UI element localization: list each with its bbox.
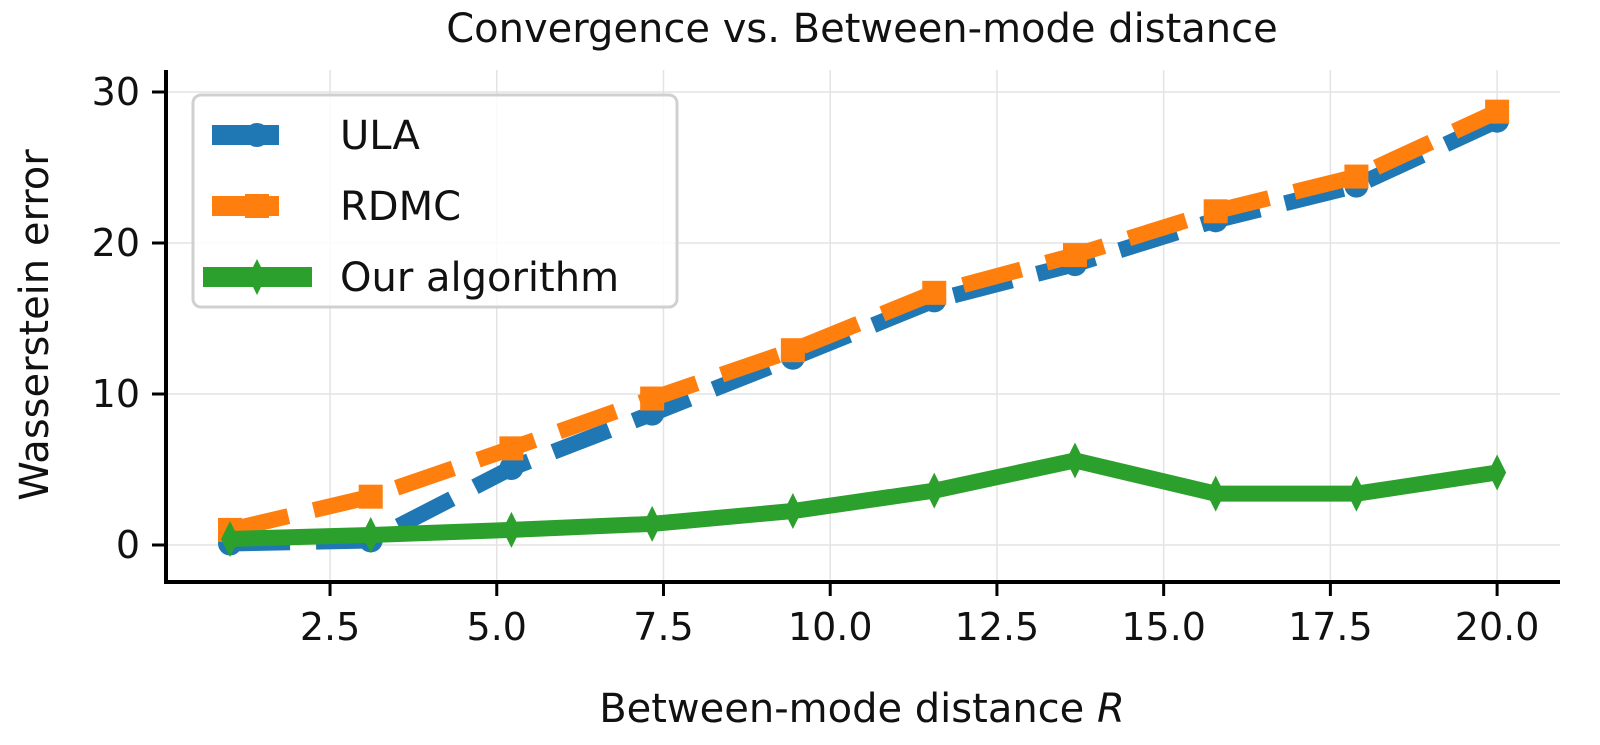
x-tick-label: 15.0 bbox=[1121, 605, 1206, 649]
our-algorithm-point bbox=[925, 472, 944, 509]
x-tick-label: 12.5 bbox=[955, 605, 1040, 649]
y-tick-label: 30 bbox=[92, 70, 140, 114]
our-algorithm-point bbox=[1065, 442, 1084, 479]
our-algorithm-point bbox=[643, 505, 662, 542]
rdmc-point bbox=[499, 436, 524, 461]
legend-label: ULA bbox=[340, 113, 420, 159]
legend-marker bbox=[245, 194, 269, 218]
ula-point bbox=[499, 455, 524, 480]
legend-item-ula: ULA bbox=[212, 113, 420, 159]
legend: ULA RDMC Our algorithm bbox=[191, 93, 679, 309]
x-tick-label: 17.5 bbox=[1288, 605, 1373, 649]
rdmc-point bbox=[640, 386, 665, 411]
legend-label: RDMC bbox=[340, 184, 461, 230]
legend-label: Our algorithm bbox=[340, 255, 619, 301]
rdmc-point bbox=[1062, 243, 1087, 268]
y-axis-label: Wasserstein error bbox=[12, 149, 58, 501]
our-algorithm-point bbox=[1488, 454, 1507, 491]
our-algorithm-point bbox=[1206, 475, 1225, 512]
x-tick-label: 10.0 bbox=[788, 605, 873, 649]
series-our-algorithm bbox=[221, 442, 1507, 557]
x-tick-label: 5.0 bbox=[467, 605, 527, 649]
our-algorithm-point bbox=[783, 493, 802, 530]
rdmc-point bbox=[1344, 164, 1369, 189]
rdmc-line bbox=[228, 104, 1501, 538]
rdmc-point bbox=[358, 484, 383, 509]
x-tick-label: 2.5 bbox=[300, 605, 360, 649]
our-algorithm-point bbox=[502, 511, 521, 548]
y-tick-label: 0 bbox=[116, 523, 140, 567]
legend-marker bbox=[248, 259, 266, 295]
our-algorithm-point bbox=[361, 517, 380, 554]
legend-item-rdmc: RDMC bbox=[212, 184, 461, 230]
rdmc-point bbox=[922, 280, 947, 305]
our-algorithm-point bbox=[1347, 475, 1366, 512]
series-layer bbox=[218, 99, 1510, 557]
x-tick-label: 7.5 bbox=[633, 605, 693, 649]
ticks: 2.5 5.0 7.5 10.0 12.5 15.0 17.5 20.0 0 10 20 30 bbox=[92, 70, 1540, 649]
x-tick-label: 20.0 bbox=[1455, 605, 1540, 649]
x-axis-label: Between-mode distance R bbox=[599, 686, 1125, 732]
legend-frame bbox=[191, 93, 679, 309]
legend-item-our-algorithm: Our algorithm bbox=[203, 255, 619, 301]
legend-marker bbox=[245, 123, 269, 147]
y-tick-label: 10 bbox=[92, 372, 140, 416]
our-algorithm-point bbox=[221, 520, 239, 557]
rdmc-point bbox=[780, 338, 805, 363]
rdmc-point bbox=[1485, 99, 1510, 124]
our-algorithm-line bbox=[229, 452, 1499, 547]
ula-line bbox=[229, 113, 1501, 552]
rdmc-point bbox=[1203, 199, 1228, 224]
chart-title: Convergence vs. Between-mode distance bbox=[446, 6, 1277, 52]
y-tick-label: 20 bbox=[92, 221, 140, 265]
